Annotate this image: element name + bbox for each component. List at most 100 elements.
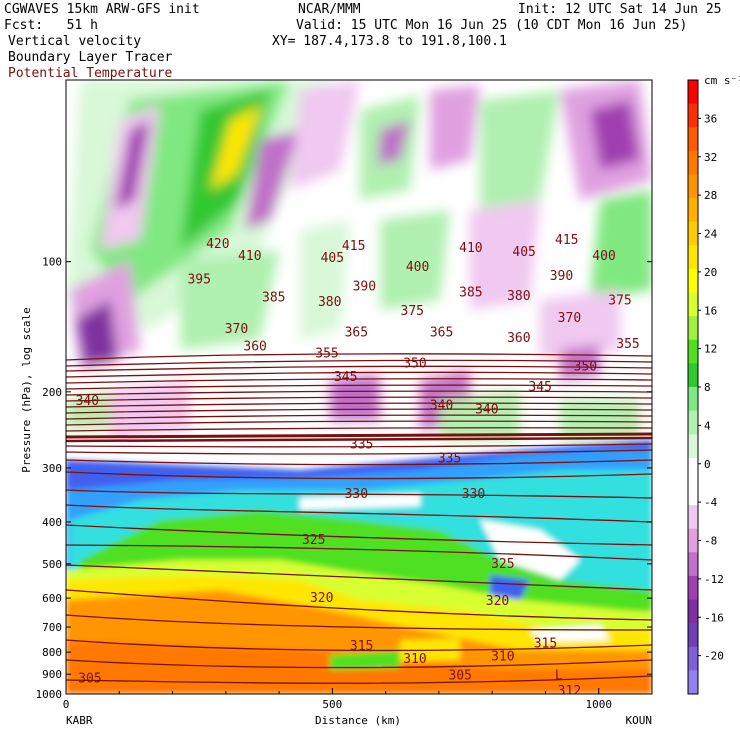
theta-label: 330 [345, 487, 368, 502]
colorbar-label: -16 [704, 611, 724, 624]
field-potential-temperature: Potential Temperature [8, 66, 173, 81]
colorbar-swatch [688, 599, 698, 624]
colorbar-swatch [688, 623, 698, 648]
colorbar-label: 32 [704, 151, 717, 164]
y-axis-title: Pressure (hPa), log scale [20, 307, 33, 473]
x-tick-label: 0 [63, 698, 70, 711]
colorbar-label: 0 [704, 458, 711, 471]
theta-label: 345 [528, 380, 551, 395]
theta-label: 305 [78, 671, 101, 686]
theta-label: 330 [462, 487, 485, 502]
theta-label: 360 [507, 331, 530, 346]
colorbar-label: 8 [704, 381, 711, 394]
theta-label: 310 [491, 650, 514, 665]
colorbar-label: -20 [704, 650, 724, 663]
theta-label: 415 [342, 239, 365, 254]
org-label: NCAR/MMM [298, 2, 361, 17]
colorbar-unit: cm s⁻¹ [704, 74, 740, 87]
init-time: Init: 12 UTC Sat 14 Jun 25 [518, 2, 722, 17]
xy-endpoints: XY= 187.4,173.8 to 191.8,100.1 [272, 34, 507, 49]
colorbar-swatch [688, 552, 698, 577]
theta-label: 360 [243, 339, 266, 354]
valid-time: Valid: 15 UTC Mon 16 Jun 25 (10 CDT Mon … [296, 18, 688, 33]
y-tick-label: 500 [42, 558, 62, 571]
theta-label: 410 [238, 249, 261, 264]
forecast-hour: Fcst: 51 h [4, 18, 98, 33]
theta-label: 315 [350, 639, 373, 654]
theta-label: 310 [403, 652, 426, 667]
y-tick-label: 800 [42, 646, 62, 659]
x-axis-title: Distance (km) [315, 714, 401, 727]
theta-label: 420 [206, 237, 229, 252]
colorbar-swatch [688, 457, 698, 482]
colorbar-label: 28 [704, 189, 717, 202]
theta-label: 355 [616, 337, 639, 352]
colorbar-swatch [688, 528, 698, 553]
colorbar-swatch [688, 198, 698, 223]
theta-label: 345 [334, 370, 357, 385]
colorbar-swatch [688, 646, 698, 671]
theta-label: 405 [512, 245, 535, 260]
colorbar-label: 16 [704, 304, 717, 317]
x-tick-label: 1000 [585, 698, 612, 711]
theta-label: L [555, 668, 563, 683]
colorbar-swatch [688, 670, 698, 695]
colorbar-swatch [688, 410, 698, 435]
theta-label: 370 [558, 311, 581, 326]
theta-label: 380 [318, 295, 341, 310]
theta-label: 340 [475, 403, 498, 418]
y-tick-label: 700 [42, 621, 62, 634]
colorbar-label: 4 [704, 419, 711, 432]
theta-label: 385 [262, 290, 285, 305]
plot-frame [65, 79, 653, 695]
theta-label: 325 [302, 533, 325, 548]
colorbar-swatch [688, 505, 698, 530]
theta-label: 355 [315, 346, 338, 361]
theta-label: 365 [430, 326, 453, 341]
theta-label: 335 [438, 451, 461, 466]
colorbar-swatch [688, 174, 698, 199]
colorbar-label: 20 [704, 266, 717, 279]
theta-label: 375 [401, 304, 424, 319]
y-axis: 100 200 300 400 500 600 700 800 900 1000 [36, 256, 652, 701]
theta-label: 350 [403, 356, 426, 371]
colorbar-label: -4 [704, 496, 718, 509]
colorbar-swatch [688, 339, 698, 364]
boundary-layer-field [66, 440, 652, 694]
theta-label: 305 [448, 668, 471, 683]
theta-label: 415 [555, 233, 578, 248]
model-title: CGWAVES 15km ARW-GFS init [4, 2, 200, 17]
x-tick-label: 500 [322, 698, 342, 711]
colorbar-label: 36 [704, 112, 717, 125]
y-tick-label: 1000 [36, 688, 63, 701]
colorbar-swatch [688, 316, 698, 341]
theta-label: 380 [507, 289, 530, 304]
colorbar-swatch [688, 80, 698, 105]
theta-label: 375 [608, 294, 631, 309]
theta-label: 410 [459, 241, 482, 256]
colorbar-swatch [688, 103, 698, 128]
theta-label: 405 [321, 251, 344, 266]
colorbar-swatch [688, 221, 698, 246]
theta-label: 385 [459, 286, 482, 301]
theta-label: 390 [550, 269, 573, 284]
theta-label: 390 [353, 279, 376, 294]
colorbar-swatch [688, 292, 698, 317]
theta-label: 400 [592, 249, 615, 264]
colorbar-swatch [688, 363, 698, 388]
y-tick-label: 400 [42, 516, 62, 529]
colorbar-label: 12 [704, 343, 717, 356]
theta-label: 315 [534, 637, 557, 652]
colorbar-swatch [688, 127, 698, 152]
colorbar-swatch [688, 481, 698, 506]
theta-label: 365 [345, 326, 368, 341]
theta-label: 400 [406, 260, 429, 275]
theta-label: 325 [491, 557, 514, 572]
theta-label: 320 [310, 591, 333, 606]
colorbar-label: -8 [704, 535, 717, 548]
x-axis: 0 500 1000 [63, 688, 612, 711]
theta-label: 320 [486, 594, 509, 609]
colorbar-swatch [688, 387, 698, 412]
theta-contour-labels: 420 415 415 410 410 405 405 400 400 395 390 390 385 3… [76, 233, 640, 694]
